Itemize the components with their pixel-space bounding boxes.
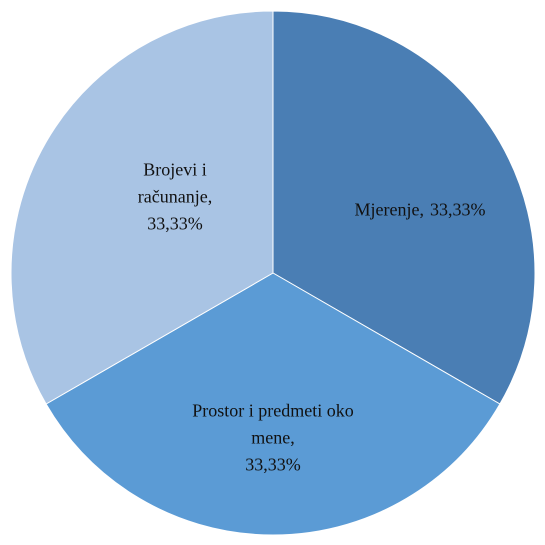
slice-label: Brojevi i računanje, 33,33% xyxy=(123,157,228,238)
value-label: 33,33% xyxy=(147,213,203,234)
pie-slice xyxy=(45,272,501,536)
slice-label: Mjerenje, 33,33% xyxy=(300,197,540,224)
pie-slice xyxy=(272,10,536,405)
value-label: 33,33% xyxy=(245,454,301,475)
category-label: Brojevi i računanje, xyxy=(137,159,213,207)
slice-label: Prostor i predmeti oko mene, 33,33% xyxy=(173,398,373,479)
category-label: Prostor i predmeti oko mene, xyxy=(192,400,354,448)
pie-slice xyxy=(10,10,274,405)
category-label: Mjerenje, xyxy=(354,199,424,220)
value-label: 33,33% xyxy=(429,199,486,220)
